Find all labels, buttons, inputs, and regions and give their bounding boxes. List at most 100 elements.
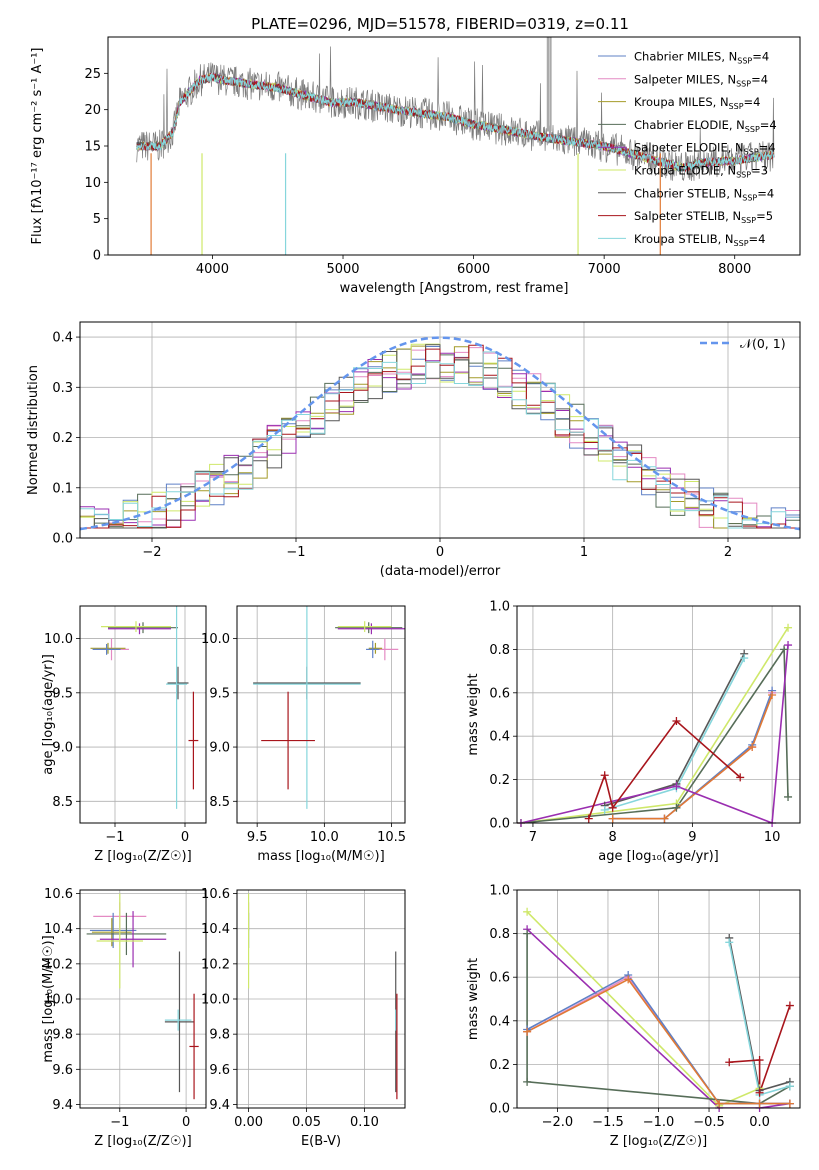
legend-label: Salpeter STELIB, NSSP=5 xyxy=(634,209,773,225)
chart-panel-2: −2 −1 0 1 2 0.0 0.1 0.2 0.3 0.4 𝒩(0, 1) (data-model… xyxy=(26,321,801,579)
x-axis-label: wavelength [Angstrom, rest frame] xyxy=(340,281,569,296)
data-point-marker xyxy=(608,814,617,823)
chart-panel-4: 9.5 10.0 10.5 8.5 9.0 9.5 10.0 mass [log₁₀(M/M☉… xyxy=(201,605,406,864)
x-tick-label: 10.0 xyxy=(310,830,339,845)
weight-line xyxy=(612,694,773,820)
y-tick-label: 1.0 xyxy=(489,884,510,899)
y-tick-label: 10.2 xyxy=(201,957,230,972)
legend-label: Kroupa ELODIE, NSSP=3 xyxy=(634,164,768,180)
legend-label: 𝒩(0, 1) xyxy=(740,336,786,351)
y-tick-label: 10.0 xyxy=(201,632,230,647)
x-tick-label: 1 xyxy=(580,545,588,560)
chart-panel-7: 0.00 0.05 0.10 9.4 9.6 9.8 10.0 10.2 10.4 10.6 E(B… xyxy=(201,887,406,1149)
data-point-marker xyxy=(725,938,734,947)
plot-area xyxy=(80,336,800,531)
y-tick-label: 10.0 xyxy=(44,632,73,647)
y-tick-label: 0.2 xyxy=(489,773,510,788)
y-tick-label: 10.4 xyxy=(201,922,230,937)
x-tick-label: −1 xyxy=(286,545,305,560)
plot-area xyxy=(247,893,398,1100)
data-point-marker xyxy=(523,907,532,916)
x-tick-label: 7000 xyxy=(588,262,621,277)
y-axis-label: Normed distribution xyxy=(26,365,41,495)
plot-area xyxy=(86,893,199,1100)
y-axis-label: mass weight xyxy=(466,958,481,1040)
data-point-marker xyxy=(523,929,532,938)
data-point-marker xyxy=(672,803,681,812)
histogram-step xyxy=(80,344,800,529)
x-tick-label: −1.5 xyxy=(592,1115,624,1130)
x-tick-label: 0.10 xyxy=(350,1115,379,1130)
data-point-marker xyxy=(584,814,593,823)
x-axis-label: age [log₁₀(age/yr)] xyxy=(598,849,719,864)
y-tick-label: 9.4 xyxy=(52,1098,73,1113)
y-tick-label: 9.5 xyxy=(52,686,73,701)
model-spectrum xyxy=(136,73,775,172)
legend-label: Salpeter ELODIE, NSSP=4 xyxy=(634,141,776,157)
weight-line xyxy=(520,645,789,823)
x-axis-label: E(B-V) xyxy=(301,1134,341,1149)
data-point-marker xyxy=(780,645,789,654)
axes-frame xyxy=(79,889,207,1109)
chart-panel-3: −1 0 8.5 9.0 9.5 10.0 Z [log₁₀(Z/Z☉)] age [log₁… xyxy=(41,605,207,864)
y-tick-label: 0.4 xyxy=(489,1014,510,1029)
data-point-marker xyxy=(784,623,793,632)
chart-panel-1: 4000 5000 6000 7000 8000 0 5 10 15 20 25 Chabrier M… xyxy=(30,36,801,296)
data-point-marker xyxy=(600,805,609,814)
x-axis-label: Z [log₁₀(Z/Z☉)] xyxy=(94,1134,191,1149)
x-tick-label: 10 xyxy=(764,830,781,845)
data-point-marker xyxy=(755,1088,764,1097)
y-tick-label: 9.0 xyxy=(52,741,73,756)
y-axis-label: Flux [fλ10⁻¹⁷ erg cm⁻² s⁻¹ A⁻¹] xyxy=(30,48,45,245)
data-point-marker xyxy=(725,1058,734,1067)
y-tick-label: 0.2 xyxy=(489,1058,510,1073)
y-tick-label: 10.2 xyxy=(44,957,73,972)
y-tick-label: 8.5 xyxy=(209,795,230,810)
data-point-marker xyxy=(784,792,793,801)
legend-label: Kroupa MILES, NSSP=4 xyxy=(634,95,760,111)
axes-frame xyxy=(516,889,801,1109)
gaussian-curve xyxy=(80,336,800,531)
data-point-marker xyxy=(785,1001,794,1010)
x-axis-label: (data-model)/error xyxy=(380,564,501,579)
y-tick-label: 0.8 xyxy=(489,643,510,658)
y-tick-label: 10.4 xyxy=(44,922,73,937)
data-point-marker xyxy=(768,690,777,699)
y-tick-label: 0.4 xyxy=(489,730,510,745)
x-tick-label: −2 xyxy=(142,545,161,560)
y-tick-label: 10.6 xyxy=(201,887,230,902)
y-tick-label: 9.0 xyxy=(209,741,230,756)
x-tick-label: 0.00 xyxy=(234,1115,263,1130)
y-tick-label: 9.5 xyxy=(209,686,230,701)
x-tick-label: 0 xyxy=(181,830,189,845)
histogram-step xyxy=(80,343,800,529)
data-point-marker xyxy=(672,717,681,726)
y-tick-label: 0.0 xyxy=(52,532,73,547)
data-point-marker xyxy=(784,641,793,650)
x-tick-label: 0.0 xyxy=(749,1115,770,1130)
x-tick-label: 5000 xyxy=(326,262,359,277)
x-tick-label: 2 xyxy=(724,545,732,560)
axes-frame xyxy=(236,605,406,824)
figure-title: PLATE=0296, MJD=51578, FIBERID=0319, z=0… xyxy=(251,15,629,33)
x-tick-label: 0 xyxy=(182,1115,190,1130)
weight-line xyxy=(526,928,791,1108)
x-axis-label: Z [log₁₀(Z/Z☉)] xyxy=(94,849,191,864)
y-tick-label: 0.2 xyxy=(52,431,73,446)
data-point-marker xyxy=(600,771,609,780)
y-axis-label: mass [log₁₀(M/M☉)] xyxy=(41,935,56,1062)
x-axis-label: Z [log₁₀(Z/Z☉)] xyxy=(610,1134,707,1149)
data-point-marker xyxy=(785,1082,794,1091)
data-point-marker xyxy=(736,773,745,782)
chart-panel-6: −1 0 9.4 9.6 9.8 10.0 10.2 10.4 10.6 Z [log₁₀(Z/Z… xyxy=(41,887,207,1149)
data-point-marker xyxy=(715,1099,724,1108)
chart-panel-8: −2.0 −1.5 −1.0 −0.5 0.0 0.0 0.2 0.4 0.6 0.8 1.0 Z [… xyxy=(466,884,801,1149)
data-point-marker xyxy=(523,1027,532,1036)
x-tick-label: 0.05 xyxy=(292,1115,321,1130)
axes-frame xyxy=(107,36,801,256)
data-point-marker xyxy=(660,814,669,823)
y-tick-label: 15 xyxy=(84,140,101,155)
axes-frame xyxy=(236,889,406,1109)
x-tick-label: 4000 xyxy=(196,262,229,277)
